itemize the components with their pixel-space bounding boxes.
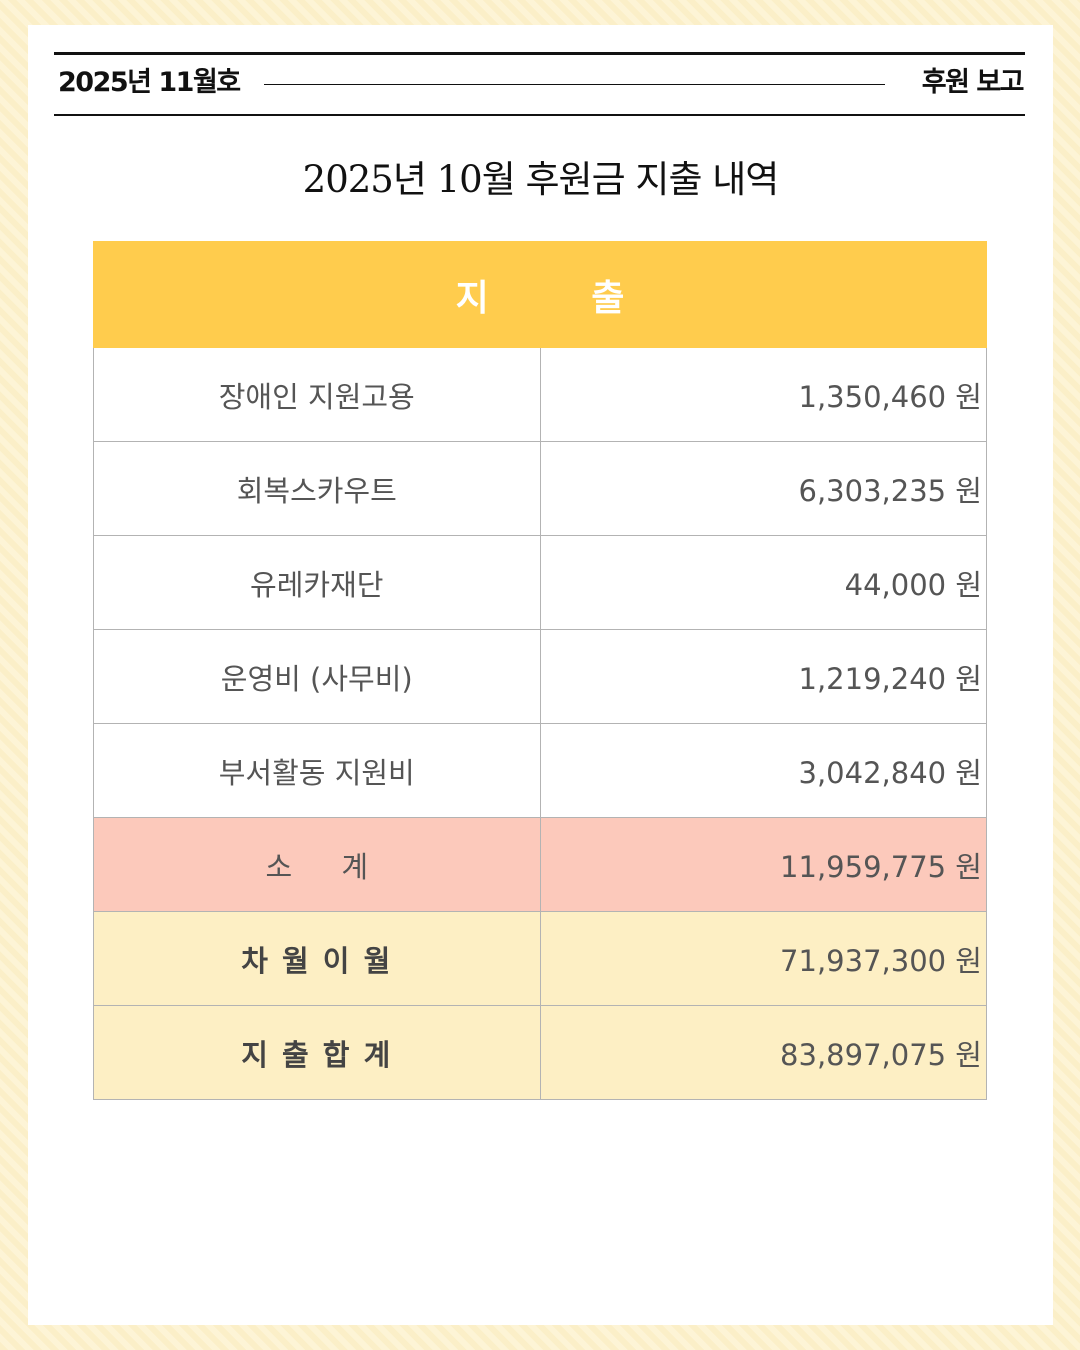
row-amount: 6,303,235 원 — [539, 441, 987, 536]
total-label: 지 출 합 계 — [93, 1005, 541, 1100]
row-amount: 44,000 원 — [539, 535, 987, 630]
row-label: 유레카재단 — [93, 535, 541, 630]
table-heading: 지 출 — [93, 241, 987, 348]
expense-table: 지 출 장애인 지원고용 1,350,460 원 회복스카우트 6,303,23… — [93, 241, 987, 1100]
row-amount: 1,219,240 원 — [539, 629, 987, 724]
row-label: 운영비 (사무비) — [93, 629, 541, 724]
carryover-label: 차 월 이 월 — [93, 911, 541, 1006]
header-rule — [264, 84, 885, 85]
issue-label: 2025년 11월호 — [58, 67, 241, 98]
total-row: 지 출 합 계 83,897,075 원 — [93, 1005, 987, 1100]
subtotal-amount: 11,959,775 원 — [539, 817, 987, 912]
section-label: 후원 보고 — [921, 67, 1025, 98]
carryover-amount: 71,937,300 원 — [539, 911, 987, 1006]
table-row: 운영비 (사무비) 1,219,240 원 — [93, 629, 987, 724]
table-row: 유레카재단 44,000 원 — [93, 535, 987, 630]
table-heading-row: 지 출 — [93, 241, 987, 348]
row-label: 부서활동 지원비 — [93, 723, 541, 818]
table-row: 부서활동 지원비 3,042,840 원 — [93, 723, 987, 818]
row-label: 장애인 지원고용 — [93, 347, 541, 442]
report-sheet: 2025년 11월호 후원 보고 2025년 10월 후원금 지출 내역 지 출… — [28, 25, 1053, 1325]
total-amount: 83,897,075 원 — [539, 1005, 987, 1100]
subtotal-label: 소 계 — [93, 817, 541, 912]
table-row: 회복스카우트 6,303,235 원 — [93, 441, 987, 536]
row-amount: 1,350,460 원 — [539, 347, 987, 442]
row-amount: 3,042,840 원 — [539, 723, 987, 818]
carryover-row: 차 월 이 월 71,937,300 원 — [93, 911, 987, 1006]
page-title: 2025년 10월 후원금 지출 내역 — [302, 158, 780, 201]
header-bar: 2025년 11월호 후원 보고 — [54, 52, 1025, 116]
table-row: 장애인 지원고용 1,350,460 원 — [93, 347, 987, 442]
subtotal-row: 소 계 11,959,775 원 — [93, 817, 987, 912]
row-label: 회복스카우트 — [93, 441, 541, 536]
